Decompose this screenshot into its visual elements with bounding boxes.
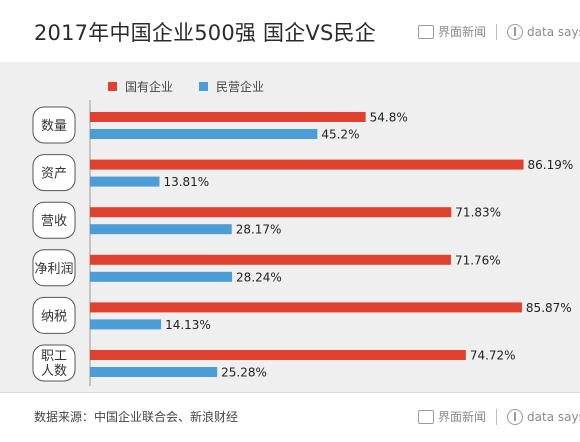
category-label: 营收 [41, 214, 67, 229]
data-label-private: 14.13% [165, 318, 211, 332]
bar-private [90, 129, 318, 139]
bar-private [90, 176, 160, 187]
header: 2017年中国企业500强 国企VS民企 界面新闻 data says [0, 0, 580, 62]
legend-item-state: 国有企业 [108, 78, 173, 95]
data-label-state: 71.76% [455, 253, 501, 267]
data-label-state: 54.8% [370, 111, 408, 125]
legend: 国有企业 民营企业 [108, 78, 290, 95]
data-label-private: 28.17% [236, 223, 282, 237]
data-label-state: 74.72% [470, 349, 516, 363]
footer: 数据来源：中国企业联合会、新浪财经 界面新闻 data says [0, 392, 580, 442]
category-label-box [32, 249, 76, 287]
data-label-private: 25.28% [221, 366, 267, 380]
category-label: 资产 [41, 167, 67, 182]
category-label-box [32, 296, 76, 334]
bar-state [90, 207, 452, 218]
bar-private [90, 271, 233, 282]
data-label-private: 28.24% [236, 270, 282, 284]
category-label-box [32, 201, 76, 239]
category-label: 职工 [41, 349, 67, 364]
bar-private [90, 224, 232, 235]
legend-swatch-private [199, 82, 209, 91]
legend-swatch-state [108, 82, 117, 91]
source-note: 数据来源：中国企业联合会、新浪财经 [34, 410, 239, 424]
bar-state [90, 302, 522, 313]
data-label-private: 45.2% [321, 128, 359, 142]
data-label-state: 85.87% [526, 301, 572, 315]
brand-separator [496, 23, 498, 40]
jiemian-logo-icon [418, 409, 434, 424]
legend-item-private: 民营企业 [199, 78, 264, 95]
category-label-box [32, 344, 76, 382]
category-label: 净利润 [34, 262, 73, 277]
brand-sub: data says [527, 409, 580, 424]
jiemian-logo-icon [418, 24, 434, 39]
data-label-state: 86.19% [528, 158, 574, 172]
category-label: 纳税 [41, 309, 67, 324]
bar-state [90, 350, 466, 360]
category-label: 人数 [41, 364, 67, 379]
brand-bottom: 界面新闻 data says [418, 408, 580, 425]
data-label-state: 71.83% [455, 206, 501, 220]
data-label-private: 13.81% [163, 175, 209, 189]
category-label-box [32, 106, 76, 144]
bar-private [90, 319, 162, 330]
bar-state [90, 254, 451, 265]
datasays-logo-icon [507, 23, 524, 40]
legend-label-state: 国有企业 [125, 80, 174, 94]
category-label-box [32, 154, 76, 192]
chart-title: 2017年中国企业500强 国企VS民企 [34, 21, 376, 45]
brand-separator [496, 408, 498, 425]
brand-name: 界面新闻 [438, 25, 487, 39]
brand-top: 界面新闻 data says [418, 23, 580, 40]
bar-private [90, 367, 218, 377]
legend-label-private: 民营企业 [216, 80, 265, 94]
brand-name: 界面新闻 [438, 410, 487, 424]
bar-state [90, 159, 524, 170]
bar-state [90, 112, 366, 122]
category-label: 数量 [41, 119, 67, 134]
brand-sub: data says [527, 24, 580, 39]
datasays-logo-icon [507, 408, 524, 425]
